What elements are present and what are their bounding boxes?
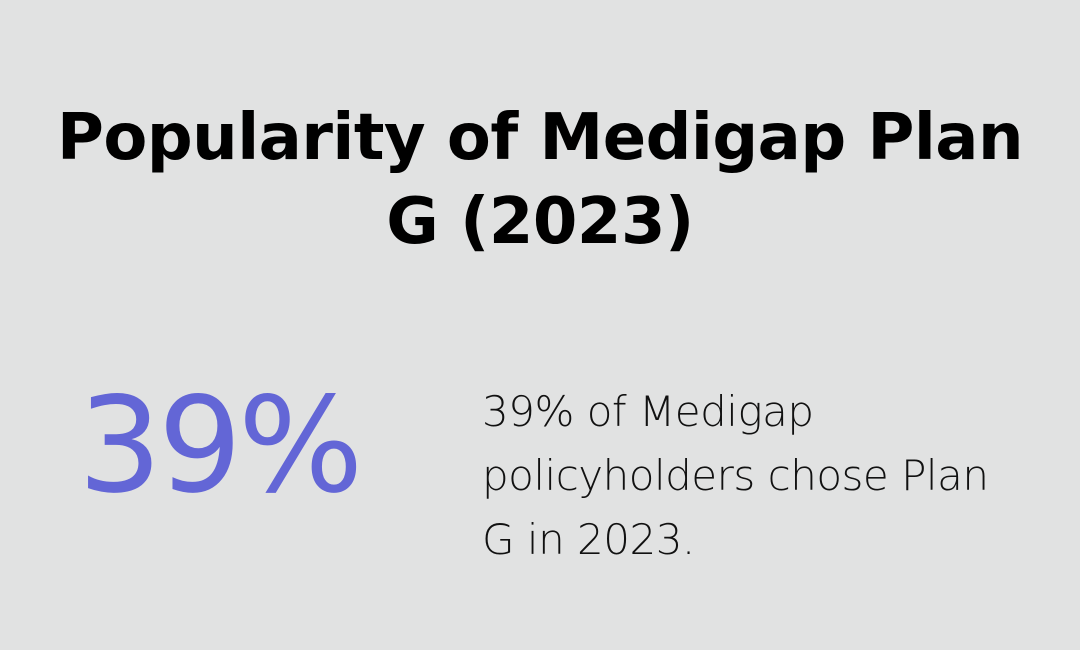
stat-description: 39% of Medigap policyholders chose Plan … bbox=[482, 387, 989, 564]
stat-value: 39% bbox=[78, 369, 363, 523]
page-title: Popularity of Medigap Plan G (2023) bbox=[56, 101, 1024, 259]
